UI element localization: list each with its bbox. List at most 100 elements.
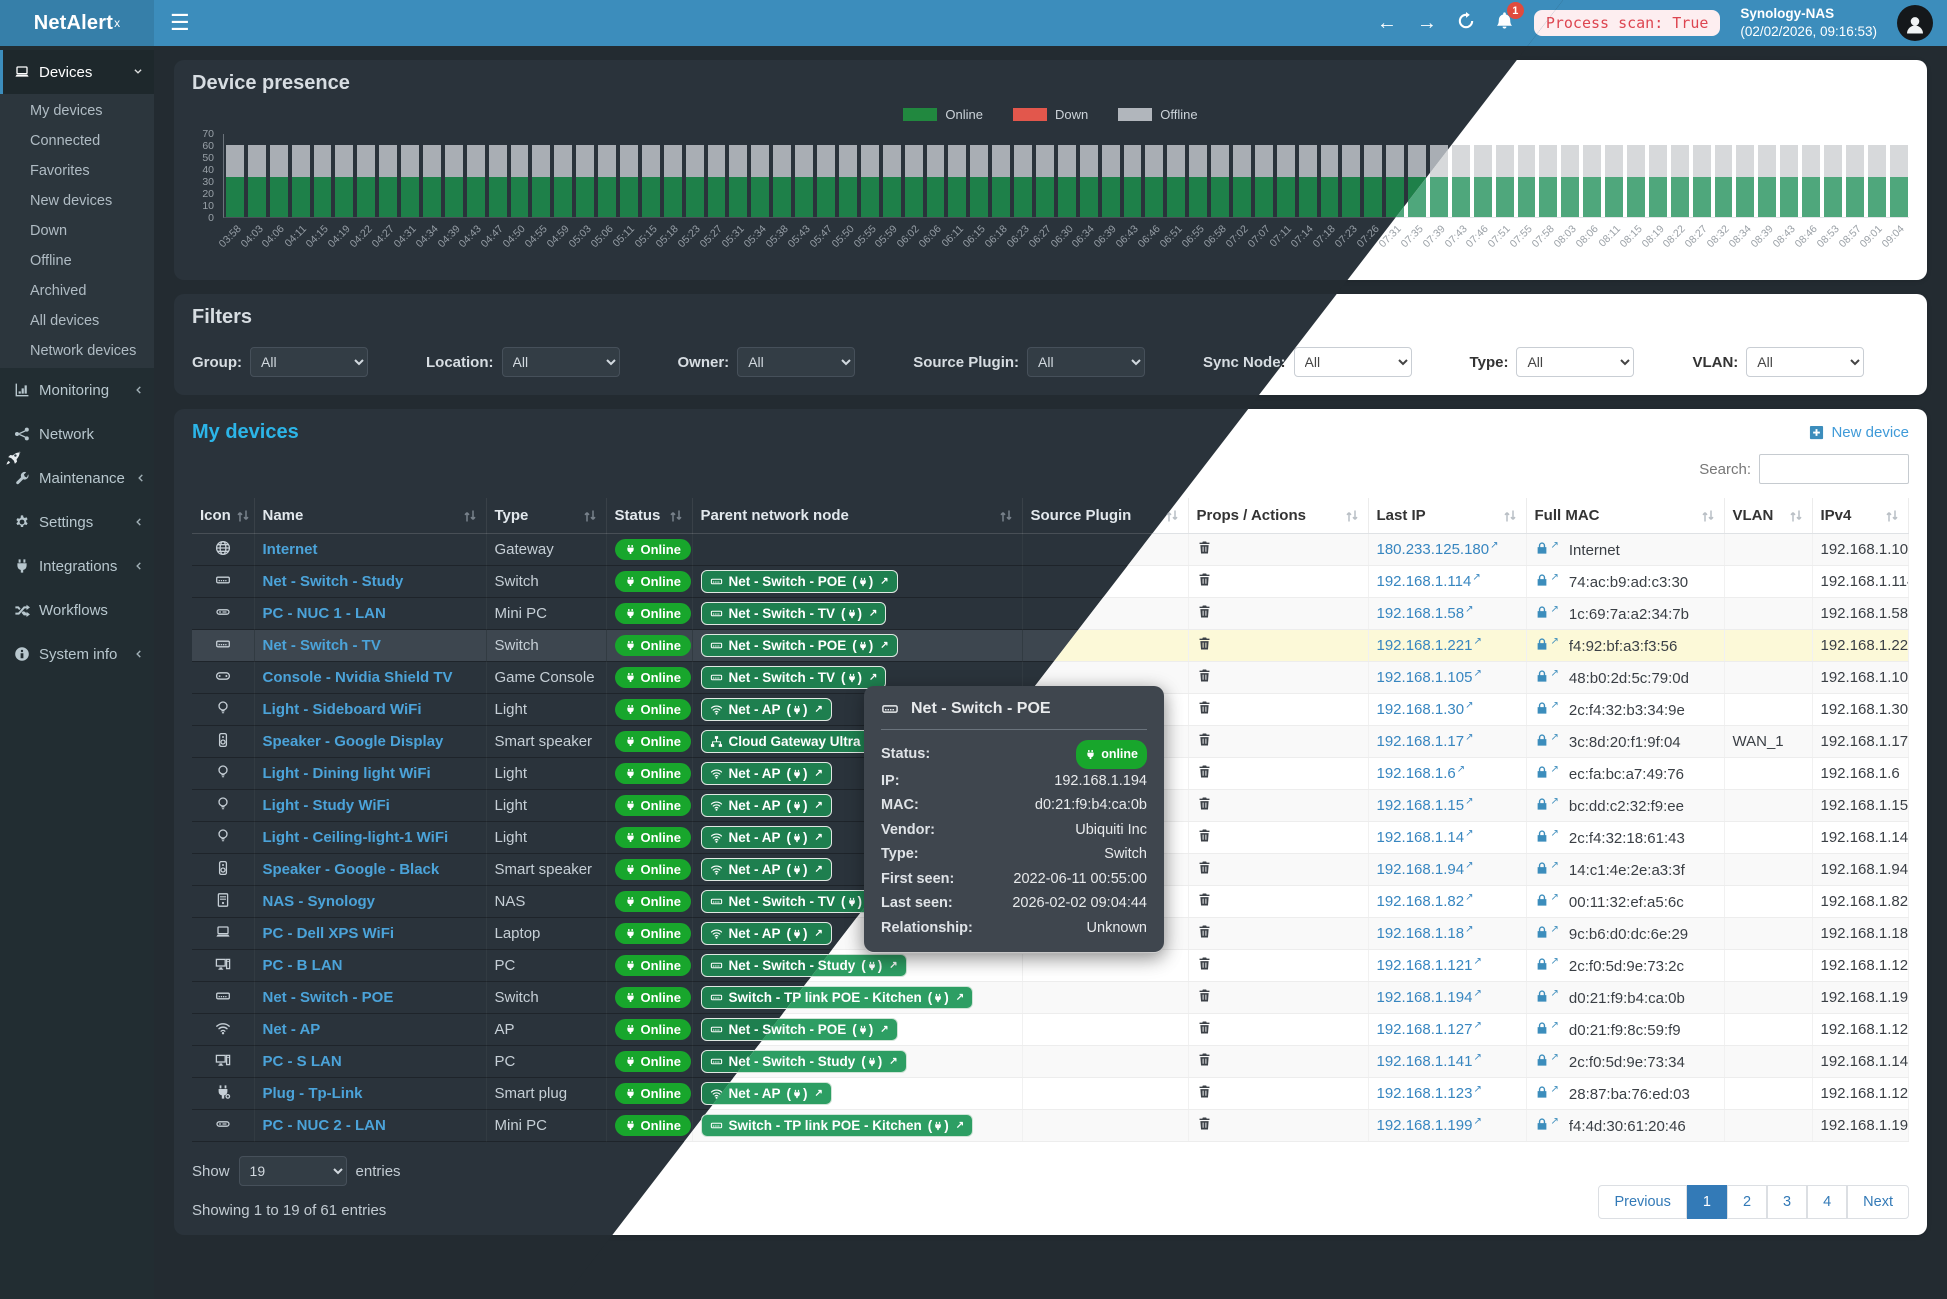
- last-ip-link[interactable]: 192.168.1.114: [1376, 573, 1472, 590]
- device-name-link[interactable]: Internet: [262, 541, 318, 558]
- sidebar-item-maintenance[interactable]: Maintenance: [0, 456, 154, 500]
- page-button-2[interactable]: 2: [1726, 1185, 1768, 1219]
- device-name-link[interactable]: Speaker - Google Display: [262, 733, 444, 750]
- sidebar-subitem-favorites[interactable]: Favorites: [30, 163, 90, 179]
- parent-node-chip[interactable]: Net - AP()↗: [700, 794, 832, 817]
- parent-node-chip[interactable]: Net - AP()↗: [700, 922, 832, 945]
- back-arrow-icon[interactable]: ←: [1376, 12, 1397, 34]
- sidebar-subitem-new-devices[interactable]: New devices: [30, 193, 113, 209]
- last-ip-link[interactable]: 192.168.1.194: [1376, 989, 1473, 1006]
- lock-link[interactable]: ↗: [1535, 636, 1559, 651]
- sidebar-item-workflows[interactable]: Workflows: [0, 588, 154, 632]
- lock-link[interactable]: ↗: [1535, 700, 1559, 715]
- device-name-link[interactable]: Light - Study WiFi: [262, 797, 390, 814]
- parent-node-chip[interactable]: Net - Switch - POE()↗: [700, 634, 898, 657]
- column-header-vlan[interactable]: VLAN: [1724, 498, 1813, 534]
- page-button-1[interactable]: 1: [1686, 1185, 1727, 1219]
- parent-node-chip[interactable]: Net - AP()↗: [700, 826, 832, 849]
- lock-link[interactable]: ↗: [1535, 988, 1559, 1003]
- sidebar-subitem-my-devices[interactable]: My devices: [30, 103, 103, 119]
- process-scan-chip[interactable]: Process scan: True: [1533, 10, 1721, 36]
- device-name-link[interactable]: Net - AP: [262, 1021, 321, 1038]
- parent-node-chip[interactable]: Net - Switch - POE()↗: [700, 1018, 898, 1041]
- device-name-link[interactable]: PC - Dell XPS WiFi: [262, 925, 395, 942]
- parent-node-chip[interactable]: Net - AP()↗: [700, 858, 832, 881]
- sidebar-item-devices[interactable]: Devices: [0, 50, 154, 94]
- column-header-ipv4[interactable]: IPv4: [1812, 498, 1909, 534]
- lock-link[interactable]: ↗: [1535, 1084, 1559, 1099]
- last-ip-link[interactable]: 192.168.1.58: [1376, 605, 1465, 622]
- last-ip-link[interactable]: 192.168.1.199: [1376, 1117, 1473, 1134]
- delete-device-button[interactable]: [1197, 764, 1212, 779]
- lock-link[interactable]: ↗: [1535, 828, 1559, 843]
- parent-node-chip[interactable]: Switch - TP link POE - Kitchen() ↗: [700, 986, 974, 1009]
- sidebar-item-integrations[interactable]: Integrations: [0, 544, 154, 588]
- search-input[interactable]: [1759, 454, 1909, 484]
- device-name-link[interactable]: PC - B LAN: [262, 957, 343, 974]
- column-header-status[interactable]: Status: [606, 498, 693, 534]
- device-name-link[interactable]: PC - S LAN: [262, 1053, 342, 1070]
- sidebar-item-system-info[interactable]: System info: [0, 632, 154, 676]
- legend-item-offline[interactable]: Offline: [1118, 107, 1198, 122]
- device-name-link[interactable]: Light - Sideboard WiFi: [262, 701, 422, 718]
- new-device-button[interactable]: New device: [1809, 424, 1909, 441]
- lock-link[interactable]: ↗: [1535, 860, 1559, 875]
- last-ip-link[interactable]: 192.168.1.82: [1376, 893, 1465, 910]
- device-name-link[interactable]: Plug - Tp-Link: [262, 1085, 363, 1102]
- last-ip-link[interactable]: 192.168.1.94: [1376, 861, 1465, 878]
- forward-arrow-icon[interactable]: →: [1416, 12, 1437, 34]
- last-ip-link[interactable]: 192.168.1.17: [1376, 733, 1465, 750]
- page-button-3[interactable]: 3: [1767, 1185, 1808, 1219]
- filter-source-plugin-select[interactable]: All: [1027, 347, 1146, 377]
- filter-vlan-select[interactable]: All: [1746, 347, 1865, 377]
- column-header-last-ip[interactable]: Last IP: [1368, 498, 1527, 534]
- lock-link[interactable]: ↗: [1535, 668, 1559, 683]
- column-header-full-mac[interactable]: Full MAC: [1526, 498, 1725, 534]
- parent-node-chip[interactable]: Net - Switch - Study()↗: [700, 954, 907, 977]
- sidebar-subitem-archived[interactable]: Archived: [30, 283, 87, 299]
- device-name-link[interactable]: Net - Switch - POE: [262, 989, 394, 1006]
- lock-link[interactable]: ↗: [1535, 572, 1559, 587]
- last-ip-link[interactable]: 192.168.1.121: [1376, 957, 1473, 974]
- lock-link[interactable]: ↗: [1535, 796, 1559, 811]
- delete-device-button[interactable]: [1197, 1084, 1212, 1099]
- filter-location-select[interactable]: All: [501, 347, 620, 377]
- sidebar-subitem-offline[interactable]: Offline: [30, 253, 72, 269]
- delete-device-button[interactable]: [1197, 604, 1212, 619]
- parent-node-chip[interactable]: Net - Switch - POE()↗: [700, 570, 898, 593]
- delete-device-button[interactable]: [1197, 796, 1212, 811]
- parent-node-chip[interactable]: Net - AP()↗: [700, 698, 832, 721]
- last-ip-link[interactable]: 192.168.1.105: [1376, 669, 1473, 686]
- delete-device-button[interactable]: [1197, 956, 1212, 971]
- delete-device-button[interactable]: [1197, 924, 1212, 939]
- sidebar-item-monitoring[interactable]: Monitoring: [0, 368, 154, 412]
- delete-device-button[interactable]: [1197, 1116, 1212, 1131]
- device-name-link[interactable]: Light - Ceiling-light-1 WiFi: [262, 829, 449, 846]
- sidebar-subitem-connected[interactable]: Connected: [30, 133, 101, 149]
- device-name-link[interactable]: Net - Switch - Study: [262, 573, 404, 590]
- delete-device-button[interactable]: [1197, 540, 1212, 555]
- lock-link[interactable]: ↗: [1535, 1052, 1559, 1067]
- last-ip-link[interactable]: 192.168.1.6: [1376, 765, 1456, 782]
- parent-node-chip[interactable]: Switch - TP link POE - Kitchen() ↗: [700, 1114, 974, 1137]
- device-name-link[interactable]: Net - Switch - TV: [262, 637, 381, 654]
- delete-device-button[interactable]: [1197, 572, 1212, 587]
- last-ip-link[interactable]: 192.168.1.18: [1376, 925, 1465, 942]
- parent-node-chip[interactable]: Net - Switch - TV()↗: [700, 602, 887, 625]
- device-name-link[interactable]: Light - Dining light WiFi: [262, 765, 431, 782]
- lock-link[interactable]: ↗: [1535, 892, 1559, 907]
- lock-link[interactable]: ↗: [1535, 764, 1559, 779]
- column-header-name[interactable]: Name: [254, 498, 487, 534]
- lock-link[interactable]: ↗: [1535, 1116, 1559, 1131]
- delete-device-button[interactable]: [1197, 860, 1212, 875]
- device-name-link[interactable]: Speaker - Google - Black: [262, 861, 440, 878]
- delete-device-button[interactable]: [1197, 988, 1212, 1003]
- user-avatar-icon[interactable]: [1897, 5, 1933, 41]
- page-button-previous[interactable]: Previous: [1598, 1185, 1687, 1219]
- parent-node-chip[interactable]: Net - Switch - TV()↗: [700, 666, 887, 689]
- parent-node-chip[interactable]: Net - Switch - Study()↗: [700, 1050, 907, 1073]
- lock-link[interactable]: ↗: [1535, 540, 1559, 555]
- delete-device-button[interactable]: [1197, 668, 1212, 683]
- parent-node-chip[interactable]: Net - AP()↗: [700, 1082, 832, 1105]
